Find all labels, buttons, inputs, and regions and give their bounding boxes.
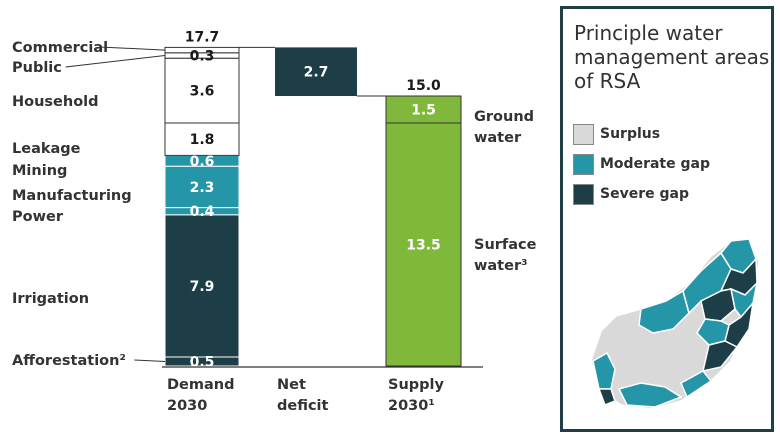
x-tick-label-net-deficit-1: deficit <box>277 398 329 414</box>
category-label-leakage: Leakage <box>12 141 81 157</box>
legend-swatch-surplus <box>573 123 594 145</box>
x-tick-label-supply-2030-1: 2030¹ <box>388 398 435 414</box>
data-label-demand-power: 0.4 <box>190 204 215 220</box>
bar-segment-demand-commercial <box>164 46 240 54</box>
category-label-household: Household <box>12 94 99 110</box>
x-tick-label-demand-2030-0: Demand <box>167 377 234 393</box>
category-label-manufacturing: Manufacturing <box>12 188 132 204</box>
map-region-west <box>592 351 616 390</box>
category-label-public: Public <box>12 60 62 76</box>
data-label-supply-total: 15.0 <box>406 78 441 94</box>
map-region-south <box>617 382 683 408</box>
leader-line-public <box>65 55 166 68</box>
map-region-eastern-cape <box>702 340 739 372</box>
side-label-water-1: water <box>474 130 522 146</box>
legend-swatch-severe-gap <box>573 183 594 205</box>
leader-line-afforestation <box>134 359 166 362</box>
map-title: Principle water management areas of RSA <box>574 21 770 93</box>
legend-label-severe-gap: Severe gap <box>600 186 689 202</box>
legend-item-surplus: Surplus <box>573 122 660 146</box>
data-label-supply-ground-water: 1.5 <box>411 103 436 119</box>
map-region-southeast <box>680 370 713 399</box>
side-label-water-3: water³ <box>474 258 527 274</box>
map-region-southwest <box>597 388 616 406</box>
data-label-demand-afforestation: 0.5 <box>190 355 215 371</box>
legend-item-severe-gap: Severe gap <box>573 182 689 206</box>
category-label-afforestation: Afforestation² <box>12 353 126 369</box>
category-label-power: Power <box>12 209 64 225</box>
category-label-irrigation: Irrigation <box>12 291 89 307</box>
legend-label-moderate-gap: Moderate gap <box>600 156 710 172</box>
data-label-demand-total: 17.7 <box>185 29 220 45</box>
category-label-commercial: Commercial <box>12 40 108 56</box>
x-tick-label-demand-2030-1: 2030 <box>167 398 207 414</box>
bar-segment-supply-surface-water <box>385 122 462 367</box>
data-label-supply-surface-water: 13.5 <box>406 238 441 254</box>
data-label-demand-public: 0.3 <box>190 49 215 65</box>
bar-segment-demand-irrigation <box>164 214 240 358</box>
data-label-net-deficit: 2.7 <box>304 65 329 81</box>
data-label-demand-leakage: 1.8 <box>190 132 215 148</box>
map-panel: Principle water management areas of RSA … <box>560 6 774 432</box>
legend-item-moderate-gap: Moderate gap <box>573 152 710 176</box>
bar-segment-supply-ground-water <box>385 95 462 124</box>
bar-segment-net-deficit <box>275 47 357 96</box>
side-label-surface: Surface <box>474 237 537 253</box>
bar-segment-demand-manufacturing <box>164 165 240 209</box>
data-label-demand-mining: 0.6 <box>190 154 215 170</box>
data-label-demand-manufacturing: 2.3 <box>190 180 215 196</box>
water-balance-chart: 0.5 7.9 0.4 2.3 0.6 1.8 3.6 0.3 17.7 Afforestatio… <box>12 29 537 414</box>
x-tick-label-supply-2030-0: Supply <box>388 377 444 393</box>
south-africa-map <box>590 238 760 410</box>
x-tick-label-net-deficit-0: Net <box>277 377 306 393</box>
legend-swatch-moderate-gap <box>573 153 594 175</box>
data-label-demand-household: 3.6 <box>190 84 215 100</box>
map-region-northwest <box>638 289 690 334</box>
side-label-ground: Ground <box>474 109 534 125</box>
leader-line-commercial <box>99 46 166 51</box>
legend-label-surplus: Surplus <box>600 126 661 142</box>
category-label-mining: Mining <box>12 163 67 179</box>
data-label-demand-irrigation: 7.9 <box>190 279 215 295</box>
